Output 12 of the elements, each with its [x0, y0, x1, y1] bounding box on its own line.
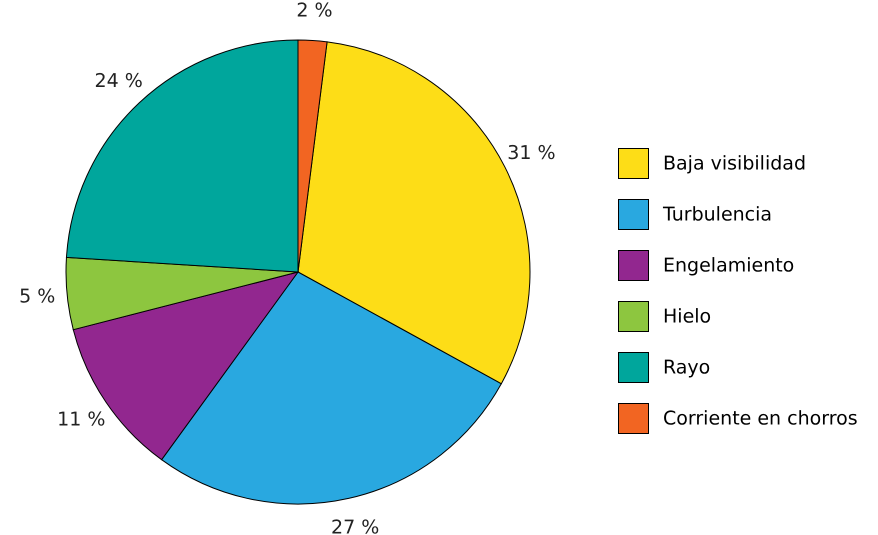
legend-label: Baja visibilidad [663, 152, 806, 174]
data-label: 5 % [19, 286, 56, 308]
legend-label: Hielo [663, 306, 712, 328]
data-label: 11 % [57, 408, 106, 430]
data-label: 27 % [331, 516, 380, 535]
legend-label: Engelamiento [663, 254, 794, 276]
data-label: 31 % [507, 142, 556, 164]
legend-label: Rayo [663, 356, 710, 378]
data-label: 24 % [94, 70, 143, 92]
legend-label: Turbulencia [662, 204, 772, 226]
data-label: 2 % [296, 0, 333, 22]
legend-label: Corriente en chorros [663, 408, 858, 430]
